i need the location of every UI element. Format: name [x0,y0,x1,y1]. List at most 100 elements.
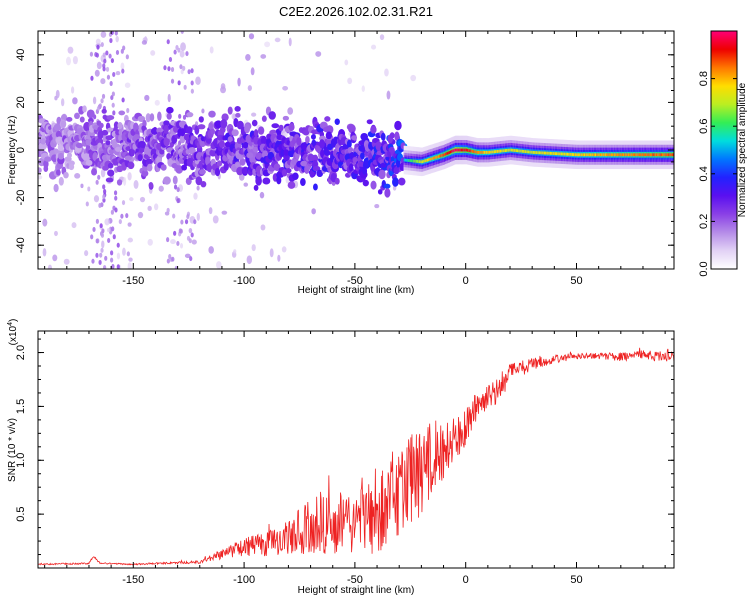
spectrogram-ridge-blob [200,180,207,188]
spectrogram-streak-speck [190,68,194,74]
spectrogram-ridge-band [629,153,631,157]
spectrogram-ridge-blob [313,183,318,191]
spectrogram-ridge-blob [58,152,64,160]
spectrogram-y-ticks: -40 -20 0 20 40 [15,30,674,270]
spectrogram-ridge-blob [149,113,155,122]
spectrogram-streak-speck [190,80,194,86]
spectrogram-ridge-band [423,159,425,163]
spectrogram-noise-speck [384,68,389,77]
spectrogram-ridge-band [527,150,530,154]
spectrogram-ridge-blob [300,178,306,187]
spectrogram-ridge-blob [282,115,289,121]
spectrogram-noise-speck [71,222,77,229]
spectrogram-ridge-blob [208,122,214,131]
spectrogram-streak-speck [176,187,180,193]
spectrogram-ridge-band [410,159,413,163]
spectrogram-ridge-blob [138,146,146,153]
spectrogram-ridge-blob [116,179,123,186]
spectrogram-ridge-band [649,153,652,157]
spectrogram-ridge-band [515,149,518,153]
spectrogram-ridge-blob [384,188,391,198]
spectrogram-streak-speck [125,54,129,60]
spectrogram-ridge-band [558,152,561,156]
spectrogram-noise-speck [141,40,147,45]
snr-y-label: SNR (10 * v/v) [7,418,18,482]
spectrogram-ridge-band [513,148,516,152]
spectrogram-ridge-band [580,153,583,157]
spectrogram-noise-speck [100,168,106,178]
spectrogram-ridge-blob [124,155,132,161]
spectrogram-streak-speck [105,66,110,72]
spectrogram-ridge-band [499,149,502,153]
spectrogram-noise-speck [410,74,417,82]
spectrogram-ridge-blob [166,153,172,160]
spectrogram-ridge-blob [185,126,193,134]
spectrogram-ridge-band [668,153,670,157]
spectrogram-ridge-band [568,152,570,156]
spectrogram-ridge-blob [325,131,333,140]
spectrogram-ridge-band [643,153,646,157]
spectrogram-ridge-band [482,150,485,154]
spectrogram-noise-speck [100,31,107,38]
spectrogram-ridge-band [446,152,449,155]
spectrogram-noise-speck [116,252,121,260]
spectrogram-ridge-blob [392,177,399,187]
spectrogram-ridge-blob [251,119,258,127]
spectrogram-ridge-blob [305,135,310,144]
spectrogram-noise-speck [287,107,294,115]
spectrogram-ridge-band [654,153,657,157]
spectrogram-ridge-band [641,153,644,157]
spectrogram-ridge-band [594,153,597,157]
spectrogram-ridge-blob [236,166,244,176]
spectrogram-ridge-band [436,155,439,159]
spectrogram-ridge-blob [288,123,295,132]
spectrogram-x-tick-label: -150 [122,275,144,287]
spectrogram-ridge-blob [351,135,358,141]
spectrogram-ridge-blob [148,182,154,189]
spectrogram-ridge-band [585,153,588,157]
spectrogram-ridge-band [576,153,579,157]
spectrogram-streak-speck [188,238,192,244]
spectrogram-streak-speck [112,72,116,78]
spectrogram-ridge-band [613,153,616,157]
spectrogram-streak-speck [173,184,178,190]
spectrogram-ridge-blob [79,116,85,123]
spectrogram-ridge-blob [253,129,259,137]
spectrogram-ridge-band [571,153,574,156]
spectrogram-ridge-band [497,149,500,153]
spectrogram-streak-speck [111,226,115,232]
spectrogram-ridge-blob [172,175,178,185]
spectrogram-ridge-blob [383,183,391,189]
spectrogram-ridge-band [467,148,469,152]
spectrogram-noise-speck [281,246,287,253]
spectrogram-streak-speck [116,264,120,269]
spectrogram-streak-speck [178,113,182,119]
spectrogram-ridge-band [510,148,513,152]
spectrogram-ridge-band [435,155,438,159]
spectrogram-noise-speck [245,53,251,61]
snr-y-tick-label: 2.0 [15,345,27,360]
spectrogram-streak-speck [99,252,103,258]
spectrogram-ridge-band [614,153,617,157]
spectrogram-ridge-band [574,153,577,157]
spectrogram-noise-speck [127,222,132,227]
spectrogram-ridge-band [530,150,533,154]
spectrogram-ridge-blob [210,128,216,135]
spectrogram-noise-speck [124,82,131,88]
spectrogram-ridge-blob [101,108,107,114]
spectrogram-streak-speck [103,265,107,269]
spectrogram-ridge-blob [362,167,368,175]
spectrogram-ridge-band [552,152,555,155]
spectrogram-ridge-blob [199,169,206,175]
spectrogram-ridge-band [597,153,600,157]
spectrogram-ridge-band [542,151,545,155]
spectrogram-ridge-band [525,150,528,154]
spectrogram-streak-speck [106,74,111,80]
spectrogram-noise-speck [212,215,219,224]
spectrogram-streak-speck [95,238,99,244]
colorbar-tick-label: 0.6 [698,119,710,134]
spectrogram-streak-speck [110,250,114,256]
spectrogram-noise-speck [133,180,139,189]
spectrogram-ridge-blob [107,169,115,177]
spectrogram-streak-speck [180,219,184,225]
